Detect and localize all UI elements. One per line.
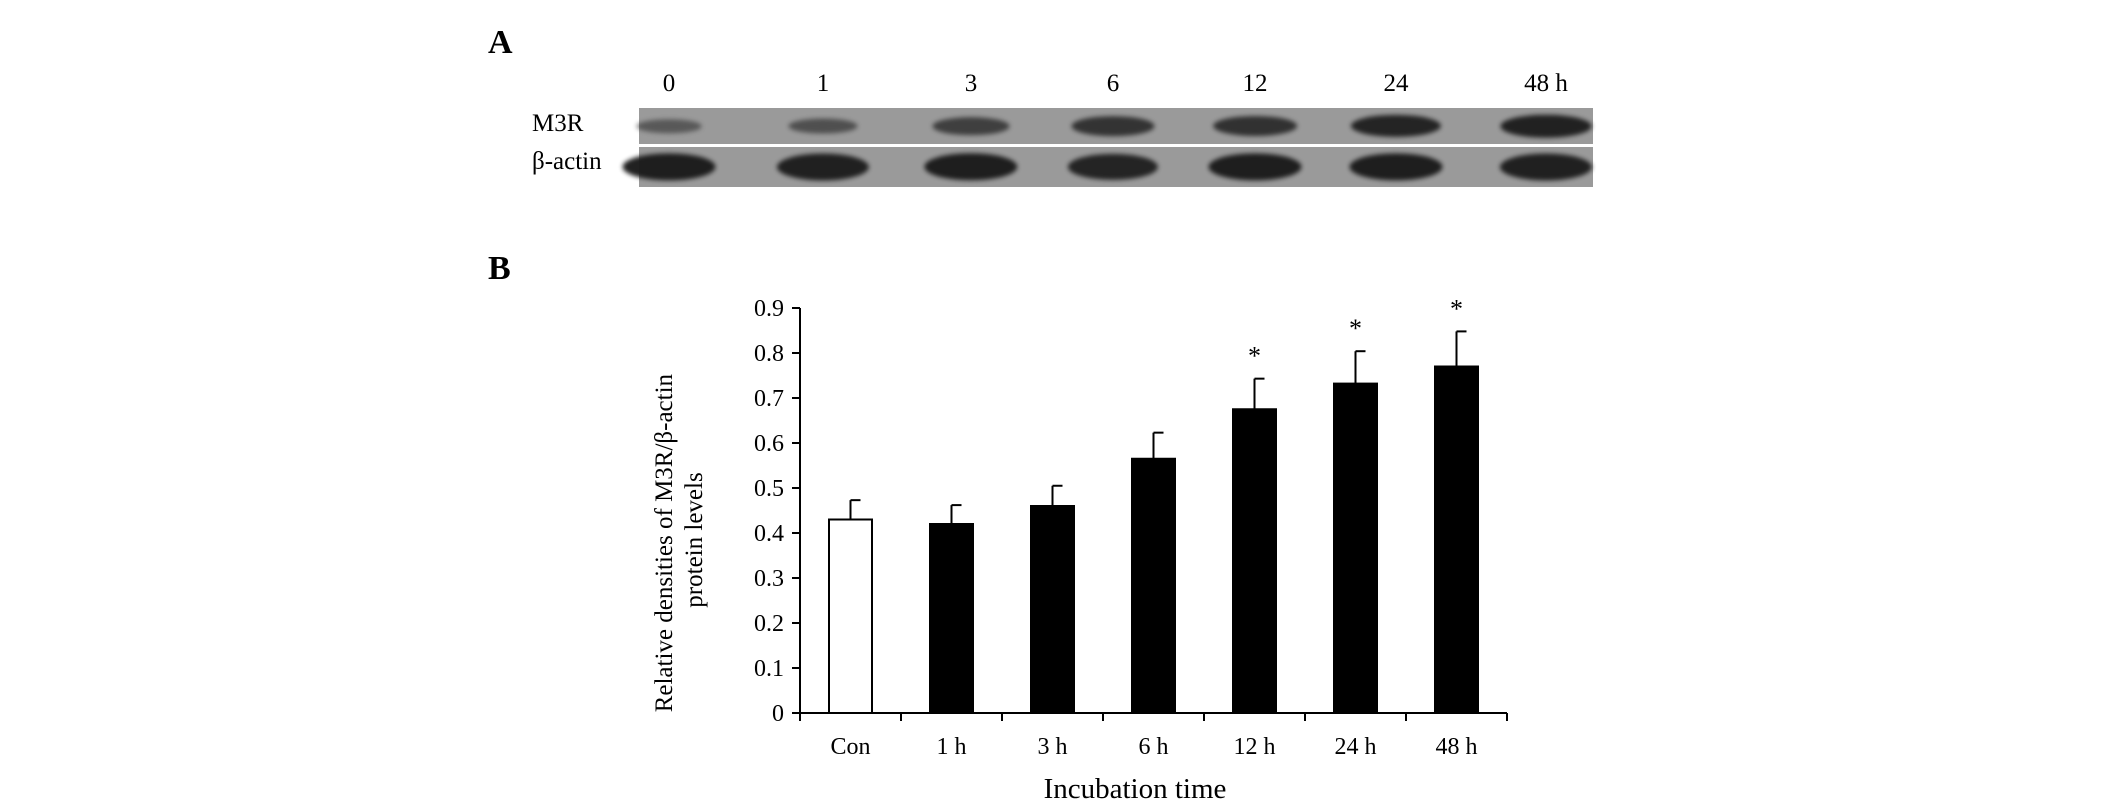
y-tick-label-0: 0 <box>772 701 784 727</box>
bar-3 <box>1030 505 1075 714</box>
y-tick-label-8: 0.8 <box>754 341 784 367</box>
x-tick-label-6: 24 h <box>1335 734 1377 760</box>
blot-band-beta-actin-lane-2 <box>776 153 870 181</box>
y-axis: 0 0.1 0.2 0.3 0.4 0.5 0.6 0.7 0.8 0.9 <box>754 296 801 727</box>
lane-label-12: 12 <box>1242 70 1268 97</box>
lane-label-6: 6 <box>1106 70 1120 97</box>
x-tick-label-7: 48 h <box>1436 734 1478 760</box>
blot-band-m3r-lane-6 <box>1350 114 1442 138</box>
y-tick-label-1: 0.1 <box>754 656 784 682</box>
bar-1 <box>828 518 873 714</box>
y-tick-label-2: 0.2 <box>754 611 784 637</box>
x-axis-label: Incubation time <box>1044 773 1227 805</box>
y-tick-label-7: 0.7 <box>754 386 784 412</box>
lane-label-3: 3 <box>964 70 978 97</box>
blot-band-m3r-lane-2 <box>788 118 858 134</box>
blot-strip-beta-actin <box>622 147 1593 187</box>
significance-marker-6: * <box>1349 314 1362 343</box>
significance-marker-7: * <box>1450 294 1463 323</box>
y-tick-label-5: 0.5 <box>754 476 784 502</box>
bar-6 <box>1333 382 1378 714</box>
lane-label-1: 1 <box>816 70 830 97</box>
y-axis-label-line-1: Relative densities of M3R/β-actin <box>651 373 678 712</box>
bar-7 <box>1434 365 1479 714</box>
bar-2 <box>929 523 974 714</box>
blot-band-m3r-lane-1 <box>636 119 702 133</box>
y-tick-label-9: 0.9 <box>754 296 784 322</box>
blot-band-m3r-lane-7 <box>1500 114 1592 138</box>
x-tick-label-5: 12 h <box>1234 734 1276 760</box>
row-label-beta-actin: β-actin <box>532 148 602 175</box>
blot-band-beta-actin-lane-5 <box>1208 153 1302 181</box>
blot-band-beta-actin-lane-6 <box>1349 153 1443 181</box>
significance-marker-5: * <box>1248 342 1261 371</box>
y-axis-label-line-2: protein levels <box>681 472 708 607</box>
blot-band-beta-actin-lane-7 <box>1499 153 1593 181</box>
lane-label-0: 0 <box>662 70 676 97</box>
x-tick-label-4: 6 h <box>1139 734 1169 760</box>
blot-band-m3r-lane-4 <box>1071 116 1155 136</box>
y-tick-label-4: 0.4 <box>754 521 784 547</box>
x-axis: Con 1 h 3 h 6 h 12 h 24 h 48 h <box>799 712 1508 760</box>
bar-5 <box>1232 408 1277 714</box>
bars: * * * <box>828 294 1479 714</box>
x-tick-label-2: 1 h <box>937 734 967 760</box>
x-tick-label-3: 3 h <box>1038 734 1068 760</box>
row-label-m3r: M3R <box>532 110 584 137</box>
blot-strip-m3r <box>636 108 1593 144</box>
lane-label-24: 24 <box>1383 70 1409 97</box>
blot-band-m3r-lane-5 <box>1213 115 1297 137</box>
x-tick-label-1: Con <box>830 734 870 760</box>
blot-band-m3r-lane-3 <box>932 117 1010 135</box>
y-tick-label-6: 0.6 <box>754 431 784 457</box>
blot-band-beta-actin-lane-3 <box>924 153 1018 181</box>
panel-b-label: B <box>488 250 511 287</box>
blot-band-beta-actin-lane-4 <box>1067 153 1159 181</box>
y-tick-label-3: 0.3 <box>754 566 784 592</box>
y-axis-label: Relative densities of M3R/β-actin protei… <box>651 368 708 713</box>
lane-label-48h: 48 h <box>1524 70 1568 97</box>
bar-4 <box>1131 457 1176 714</box>
blot-band-beta-actin-lane-1 <box>622 153 716 181</box>
panel-a-label: A <box>488 24 513 61</box>
